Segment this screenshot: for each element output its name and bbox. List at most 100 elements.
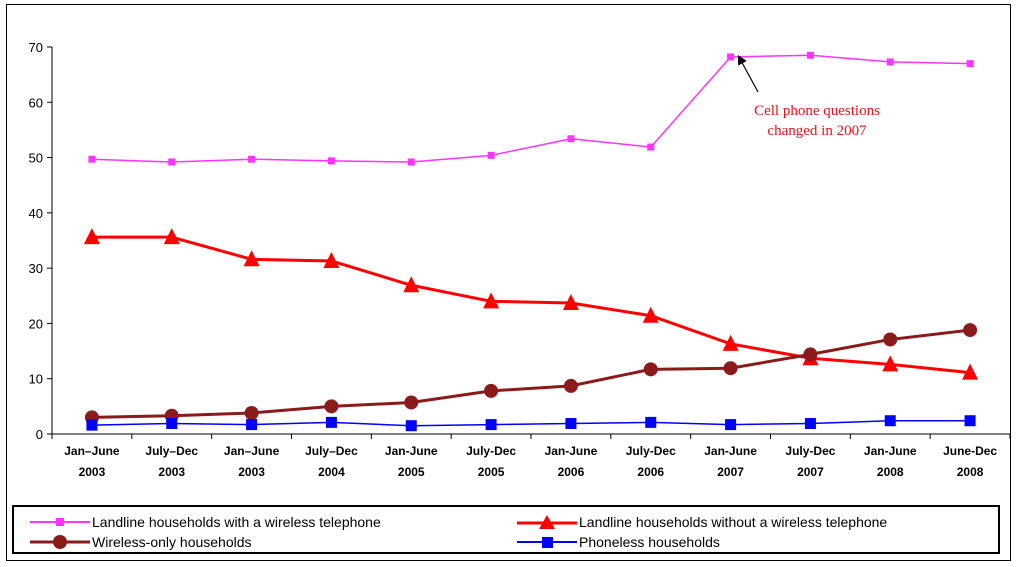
legend-label: Wireless-only households (92, 534, 252, 550)
data-point-square (806, 51, 814, 59)
series-line (91, 54, 971, 163)
data-point-square (964, 415, 976, 427)
x-tick-label: Jan–June (224, 444, 280, 458)
x-tick-label: 2005 (478, 465, 505, 479)
legend-item-wireless-only: Wireless-only households (30, 532, 252, 552)
annotation-line-1: Cell phone questions (754, 103, 880, 119)
x-tick-label: Jan–June (64, 444, 120, 458)
data-point-circle (324, 399, 339, 414)
legend-marker-triangle-red (517, 515, 577, 529)
data-point-triangle (562, 293, 579, 310)
data-point-square (485, 419, 497, 431)
series-line (91, 328, 971, 419)
x-tick-label: Jan-June (545, 444, 598, 458)
data-point-square (647, 143, 655, 151)
series-wireless-only-households (84, 323, 978, 425)
legend-marker-circle-darkred (30, 535, 90, 549)
legend-label: Landline households without a wireless t… (579, 514, 888, 530)
legend-item-phoneless: Phoneless households (517, 532, 720, 552)
data-point-square (248, 155, 256, 163)
data-point-triangle (642, 306, 659, 323)
x-tick-label: June-Dec (943, 444, 997, 458)
x-tick-label: 2007 (797, 465, 824, 479)
legend-marker-square-magenta (30, 518, 90, 526)
data-point-triangle (163, 228, 180, 245)
data-point-square (166, 417, 178, 429)
x-tick-label: 2006 (558, 465, 585, 479)
y-tick-label: 50 (29, 151, 43, 166)
x-tick-label: 2007 (717, 465, 744, 479)
legend-item-landline-without-wireless: Landline households without a wireless t… (517, 512, 887, 532)
series-line (91, 235, 971, 375)
y-tick-label: 40 (29, 206, 43, 221)
y-tick-label: 30 (29, 261, 43, 276)
series-landline-households-with-a-wireless-telephone (88, 51, 974, 166)
data-point-triangle (882, 355, 899, 372)
data-point-circle (883, 332, 898, 347)
x-tick-label: 2003 (158, 465, 185, 479)
data-point-square (886, 58, 894, 66)
data-point-square (246, 419, 258, 431)
data-point-triangle (83, 228, 100, 245)
x-tick-label: July–Dec (305, 444, 358, 458)
line-chart: 0 10 20 30 40 50 60 70 Jan–June 2003 July–Dec 2003 J… (29, 40, 1011, 479)
chart-frame (6, 4, 1011, 561)
chart-axes: 0 10 20 30 40 50 60 70 Jan–June 2003 July–Dec 2003 J… (29, 40, 1011, 479)
data-point-square (405, 420, 417, 432)
chart-series (83, 51, 979, 432)
data-point-square (86, 419, 98, 431)
data-point-square (325, 416, 337, 428)
data-point-triangle (323, 251, 340, 268)
series-phoneless-households (86, 415, 976, 432)
data-point-square (884, 415, 896, 427)
x-tick-label: 2005 (398, 465, 425, 479)
data-point-circle (803, 347, 818, 362)
data-point-triangle (483, 292, 500, 309)
y-tick-label: 60 (29, 95, 43, 110)
data-point-square (88, 155, 96, 163)
x-tick-label: 2004 (318, 465, 345, 479)
data-point-circle (723, 361, 738, 376)
series-landline-households-without-a-wireless-telephone (83, 228, 979, 380)
x-tick-label: 2003 (238, 465, 265, 479)
legend-marker-square-blue (517, 537, 577, 548)
data-point-square (804, 417, 816, 429)
x-tick-label: July-Dec (785, 444, 835, 458)
data-point-square (565, 417, 577, 429)
x-tick-label: Jan-June (704, 444, 757, 458)
x-tick-label: 2003 (79, 465, 106, 479)
x-tick-label: July-Dec (626, 444, 676, 458)
y-tick-label: 20 (29, 316, 43, 331)
data-point-square (327, 157, 335, 165)
data-point-square (487, 151, 495, 159)
x-tick-label: Jan-June (385, 444, 438, 458)
x-tick-label: July-Dec (466, 444, 516, 458)
data-point-square (645, 416, 657, 428)
data-point-circle (244, 405, 259, 420)
data-point-square (567, 135, 575, 143)
data-point-square (725, 419, 737, 431)
x-tick-label: 2008 (877, 465, 904, 479)
x-tick-label: 2008 (957, 465, 984, 479)
series-line (91, 419, 971, 427)
legend-item-landline-with-wireless: Landline households with a wireless tele… (30, 512, 381, 532)
data-point-circle (643, 362, 658, 377)
data-point-square (168, 158, 176, 166)
legend-label: Landline households with a wireless tele… (92, 514, 381, 530)
data-point-circle (484, 383, 499, 398)
y-tick-label: 0 (36, 427, 43, 442)
data-point-triangle (243, 250, 260, 267)
y-tick-label: 70 (29, 40, 43, 55)
data-point-triangle (403, 276, 420, 293)
chart-legend: Landline households with a wireless tele… (12, 505, 1000, 554)
x-tick-label: July–Dec (145, 444, 198, 458)
annotation-arrow (737, 54, 759, 93)
x-tick-label: Jan-June (864, 444, 917, 458)
data-point-triangle (962, 363, 979, 380)
data-point-circle (963, 323, 978, 338)
data-point-circle (404, 395, 419, 410)
y-tick-label: 10 (29, 372, 43, 387)
legend-label: Phoneless households (579, 534, 720, 550)
data-point-circle (563, 378, 578, 393)
x-tick-label: 2006 (637, 465, 664, 479)
